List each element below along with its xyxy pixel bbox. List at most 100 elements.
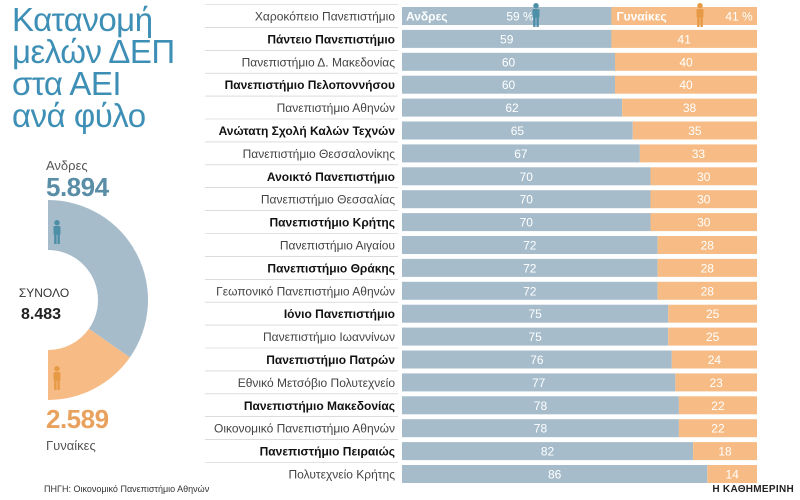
man-icon-leg-left (533, 17, 536, 27)
men-label: Ανδρες (46, 158, 88, 173)
man-icon-leg-right (536, 17, 539, 27)
bar-women (615, 75, 757, 94)
value-label-women: 18 (718, 445, 732, 459)
value-label-women: 22 (711, 422, 725, 436)
bar-men (402, 419, 679, 438)
category-label: Πανεπιστήμιο Αιγαίου (280, 239, 395, 253)
bar-men (402, 7, 612, 25)
donut-woman-icon-leg-left (54, 380, 57, 390)
publisher-logo: Η ΚΑΘΗΜΕΡΙΝΗ (712, 484, 794, 495)
value-label-men: 72 (523, 261, 537, 275)
women-total: 2.589 (46, 404, 109, 434)
bar-men (402, 98, 623, 117)
man-icon-body (532, 9, 540, 18)
value-label-women: 24 (708, 353, 722, 367)
bar-men (402, 442, 694, 461)
value-label-men: 78 (534, 422, 548, 436)
donut-man-icon-body (53, 226, 61, 235)
woman-icon (696, 2, 704, 27)
bar-men (402, 304, 669, 323)
woman-icon-head (697, 2, 703, 9)
value-label-men: 77 (532, 376, 546, 390)
value-label-men: 75 (528, 307, 542, 321)
woman-icon-leg-left (697, 17, 700, 27)
category-label: Πανεπιστήμιο Πελοποννήσου (225, 78, 395, 92)
value-label-men: 70 (520, 170, 534, 184)
category-label: Πανεπιστήμιο Κρήτης (269, 216, 395, 230)
value-label-men: 59 % (506, 10, 534, 24)
bar-men (402, 75, 615, 94)
category-label: Ιόνιο Πανεπιστήμιο (284, 307, 395, 321)
bar-men (402, 29, 612, 48)
category-label: Πανεπιστήμιο Θεσσαλονίκης (243, 147, 396, 161)
series-header-men: Ανδρες (406, 10, 448, 24)
total-label: ΣΥΝΟΛΟ (19, 286, 69, 300)
value-label-men: 70 (520, 216, 534, 230)
category-label: Πανεπιστήμιο Μακεδονίας (244, 399, 395, 413)
bar-men (402, 52, 615, 71)
bar-men (402, 167, 651, 186)
donut-woman-icon-head (54, 366, 60, 372)
donut-slice-women (48, 328, 130, 400)
value-label-women: 14 (725, 468, 739, 482)
women-label: Γυναίκες (46, 438, 96, 453)
value-label-women: 40 (679, 55, 693, 69)
bar-men (402, 327, 669, 346)
bar-women (650, 213, 757, 232)
bar-women (650, 190, 757, 209)
total-value: 8.483 (21, 306, 61, 323)
category-label: Ανοικτό Πανεπιστήμιο (267, 170, 395, 184)
value-label-men: 70 (520, 193, 534, 207)
value-label-men: 67 (514, 147, 528, 161)
bar-women (678, 419, 757, 438)
donut-slice-men (48, 200, 148, 358)
donut-man-icon-leg-left (54, 234, 57, 244)
bar-women (657, 258, 757, 277)
value-label-men: 72 (523, 239, 537, 253)
bar-men (402, 281, 658, 300)
value-label-men: 60 (502, 78, 516, 92)
woman-icon-leg-right (700, 17, 703, 27)
bar-men (402, 144, 640, 163)
value-label-women: 40 (679, 78, 693, 92)
value-label-men: 76 (530, 353, 544, 367)
bar-men (402, 121, 633, 140)
bar-men (402, 236, 658, 254)
value-label-men: 75 (528, 330, 542, 344)
bar-men (402, 373, 676, 392)
bar-women (611, 7, 757, 25)
stacked-bar-chart: Χαροκόπειο Πανεπιστήμιο 59 % 41 % Πάντειο Π… (205, 2, 757, 483)
title-line-1: Κατανομή (12, 1, 153, 38)
value-label-women: 41 % (725, 10, 753, 24)
donut-man-icon-leg-right (57, 234, 60, 244)
value-label-women: 35 (688, 124, 702, 138)
value-label-women: 30 (697, 216, 711, 230)
donut-woman-icon-body (53, 372, 61, 381)
value-label-women: 41 (678, 32, 692, 46)
category-label: Πανεπιστήμιο Πατρών (266, 353, 395, 367)
value-label-men: 78 (534, 399, 548, 413)
value-label-women: 25 (706, 330, 720, 344)
bar-women (678, 396, 757, 415)
bar-women (639, 144, 757, 163)
value-label-men: 65 (511, 124, 525, 138)
donut-chart: ΣΥΝΟΛΟ 8.483 (19, 200, 148, 400)
bar-women (650, 167, 757, 186)
bar-women (615, 52, 757, 71)
category-label: Πανεπιστήμιο Δ. Μακεδονίας (242, 55, 396, 69)
value-label-women: 30 (697, 193, 711, 207)
bar-men (402, 213, 651, 232)
title-line-4: ανά φύλο (12, 97, 146, 134)
bar-women (675, 373, 757, 392)
series-header-women: Γυναίκες (616, 10, 666, 24)
category-label: Πανεπιστήμιο Ιωαννίνων (263, 330, 395, 344)
value-label-women: 25 (706, 307, 720, 321)
bar-women (611, 29, 757, 48)
bar-women (622, 98, 757, 117)
value-label-women: 33 (692, 147, 706, 161)
bar-women (632, 121, 757, 140)
man-icon (532, 2, 540, 27)
value-label-men: 60 (502, 55, 516, 69)
value-label-women: 28 (701, 284, 715, 298)
bar-women (657, 236, 757, 254)
